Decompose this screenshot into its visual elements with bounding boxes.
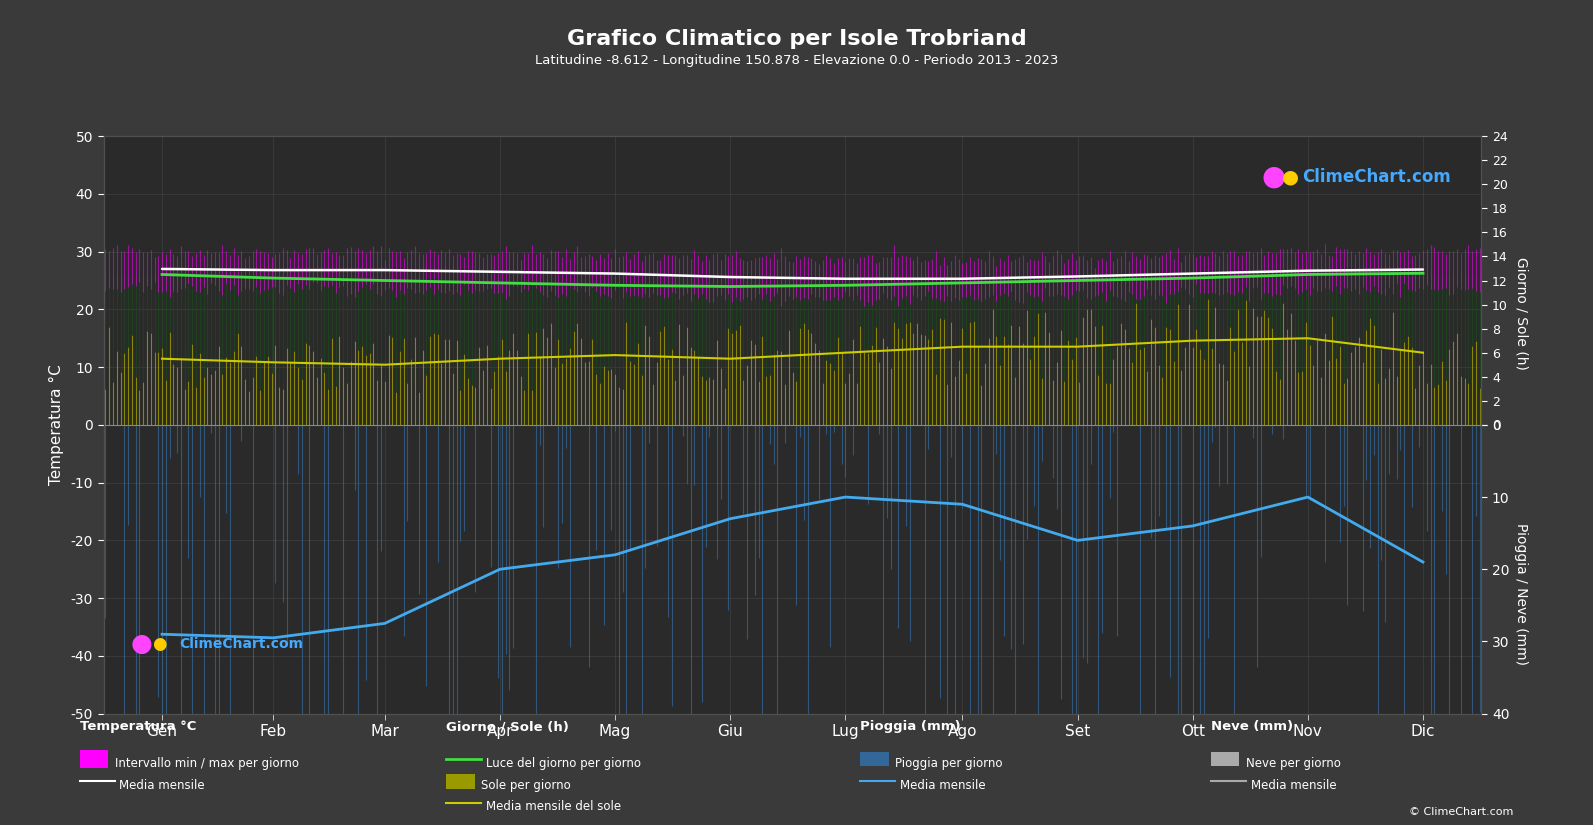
- Text: Pioggia per giorno: Pioggia per giorno: [895, 757, 1002, 770]
- Text: Temperatura °C: Temperatura °C: [80, 720, 196, 733]
- Text: Luce del giorno per giorno: Luce del giorno per giorno: [486, 757, 640, 770]
- Text: ClimeChart.com: ClimeChart.com: [180, 638, 303, 651]
- Text: ●: ●: [1262, 163, 1286, 191]
- Y-axis label: Temperatura °C: Temperatura °C: [49, 365, 64, 485]
- Text: Grafico Climatico per Isole Trobriand: Grafico Climatico per Isole Trobriand: [567, 29, 1026, 49]
- Text: Neve per giorno: Neve per giorno: [1246, 757, 1341, 770]
- Text: Media mensile: Media mensile: [1251, 779, 1337, 792]
- Text: Latitudine -8.612 - Longitudine 150.878 - Elevazione 0.0 - Periodo 2013 - 2023: Latitudine -8.612 - Longitudine 150.878 …: [535, 54, 1058, 67]
- Text: Media mensile: Media mensile: [900, 779, 986, 792]
- Text: Giorno / Sole (h): Giorno / Sole (h): [1515, 257, 1528, 370]
- Text: Intervallo min / max per giorno: Intervallo min / max per giorno: [115, 757, 299, 770]
- Text: © ClimeChart.com: © ClimeChart.com: [1408, 807, 1513, 817]
- Text: Neve (mm): Neve (mm): [1211, 720, 1294, 733]
- Text: Media mensile: Media mensile: [119, 779, 205, 792]
- Text: ClimeChart.com: ClimeChart.com: [1303, 167, 1451, 186]
- Text: Sole per giorno: Sole per giorno: [481, 779, 570, 792]
- Text: Pioggia / Neve (mm): Pioggia / Neve (mm): [1515, 523, 1528, 665]
- Text: Giorno / Sole (h): Giorno / Sole (h): [446, 720, 569, 733]
- Text: Pioggia (mm): Pioggia (mm): [860, 720, 961, 733]
- Text: ●: ●: [131, 632, 153, 657]
- Text: ●: ●: [1282, 167, 1298, 186]
- Text: Media mensile del sole: Media mensile del sole: [486, 800, 621, 813]
- Text: ●: ●: [151, 635, 166, 653]
